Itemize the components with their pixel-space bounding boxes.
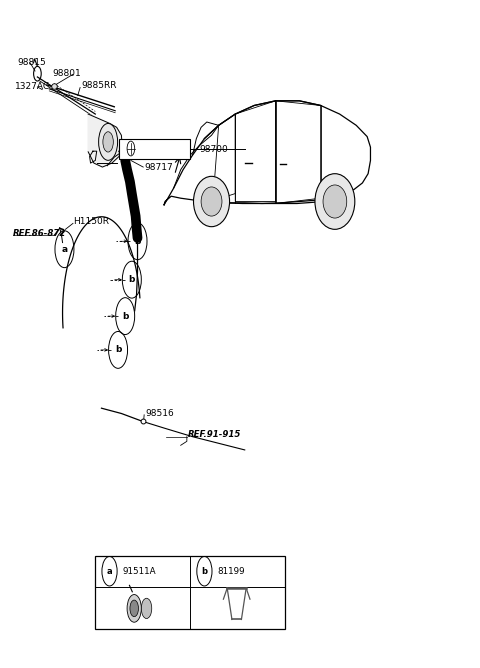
Text: b: b xyxy=(115,345,121,355)
Text: b: b xyxy=(129,275,135,284)
Ellipse shape xyxy=(141,599,152,619)
Text: 98700: 98700 xyxy=(200,145,228,154)
Circle shape xyxy=(193,176,229,226)
Ellipse shape xyxy=(98,124,118,160)
Text: 81199: 81199 xyxy=(218,566,245,576)
Text: 1327AC: 1327AC xyxy=(15,82,50,92)
Text: H1150R: H1150R xyxy=(73,217,109,226)
Text: b: b xyxy=(134,236,141,246)
Ellipse shape xyxy=(127,595,141,622)
Text: b: b xyxy=(122,311,128,321)
Text: 91511A: 91511A xyxy=(123,566,156,576)
Ellipse shape xyxy=(130,600,138,617)
Text: 98717: 98717 xyxy=(144,163,173,172)
Circle shape xyxy=(315,174,355,229)
Bar xyxy=(119,138,190,159)
Circle shape xyxy=(323,185,347,218)
Text: 9885RR: 9885RR xyxy=(81,81,117,90)
Polygon shape xyxy=(88,114,122,167)
Text: a: a xyxy=(61,244,68,254)
Text: 98815: 98815 xyxy=(17,58,46,67)
Text: 98516: 98516 xyxy=(145,409,174,418)
Text: REF.91-915: REF.91-915 xyxy=(188,430,241,439)
Circle shape xyxy=(201,187,222,216)
Ellipse shape xyxy=(103,132,113,152)
Text: b: b xyxy=(202,566,207,576)
Text: a: a xyxy=(107,566,112,576)
Bar xyxy=(96,556,285,629)
Text: REF.86-872: REF.86-872 xyxy=(13,229,67,238)
Text: 98801: 98801 xyxy=(53,69,81,78)
Text: 98120A: 98120A xyxy=(135,145,169,154)
